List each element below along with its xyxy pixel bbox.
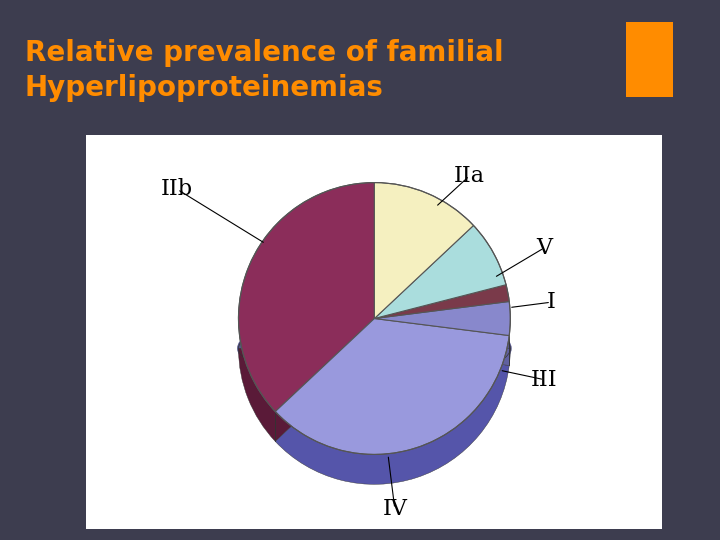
Text: V: V xyxy=(536,237,552,259)
Text: III: III xyxy=(531,369,557,390)
Text: Relative prevalence of familial
Hyperlipoproteinemias: Relative prevalence of familial Hyperlip… xyxy=(24,39,503,102)
Wedge shape xyxy=(374,183,474,319)
Ellipse shape xyxy=(237,311,512,386)
Wedge shape xyxy=(374,348,510,366)
Wedge shape xyxy=(238,348,374,442)
Wedge shape xyxy=(238,183,374,411)
Text: IIa: IIa xyxy=(454,165,485,187)
Wedge shape xyxy=(374,226,506,319)
Wedge shape xyxy=(374,301,510,335)
Wedge shape xyxy=(275,319,509,455)
Text: IV: IV xyxy=(382,498,408,520)
Text: IIb: IIb xyxy=(161,178,194,200)
Wedge shape xyxy=(374,285,509,319)
Wedge shape xyxy=(275,348,509,484)
Text: I: I xyxy=(546,291,556,313)
